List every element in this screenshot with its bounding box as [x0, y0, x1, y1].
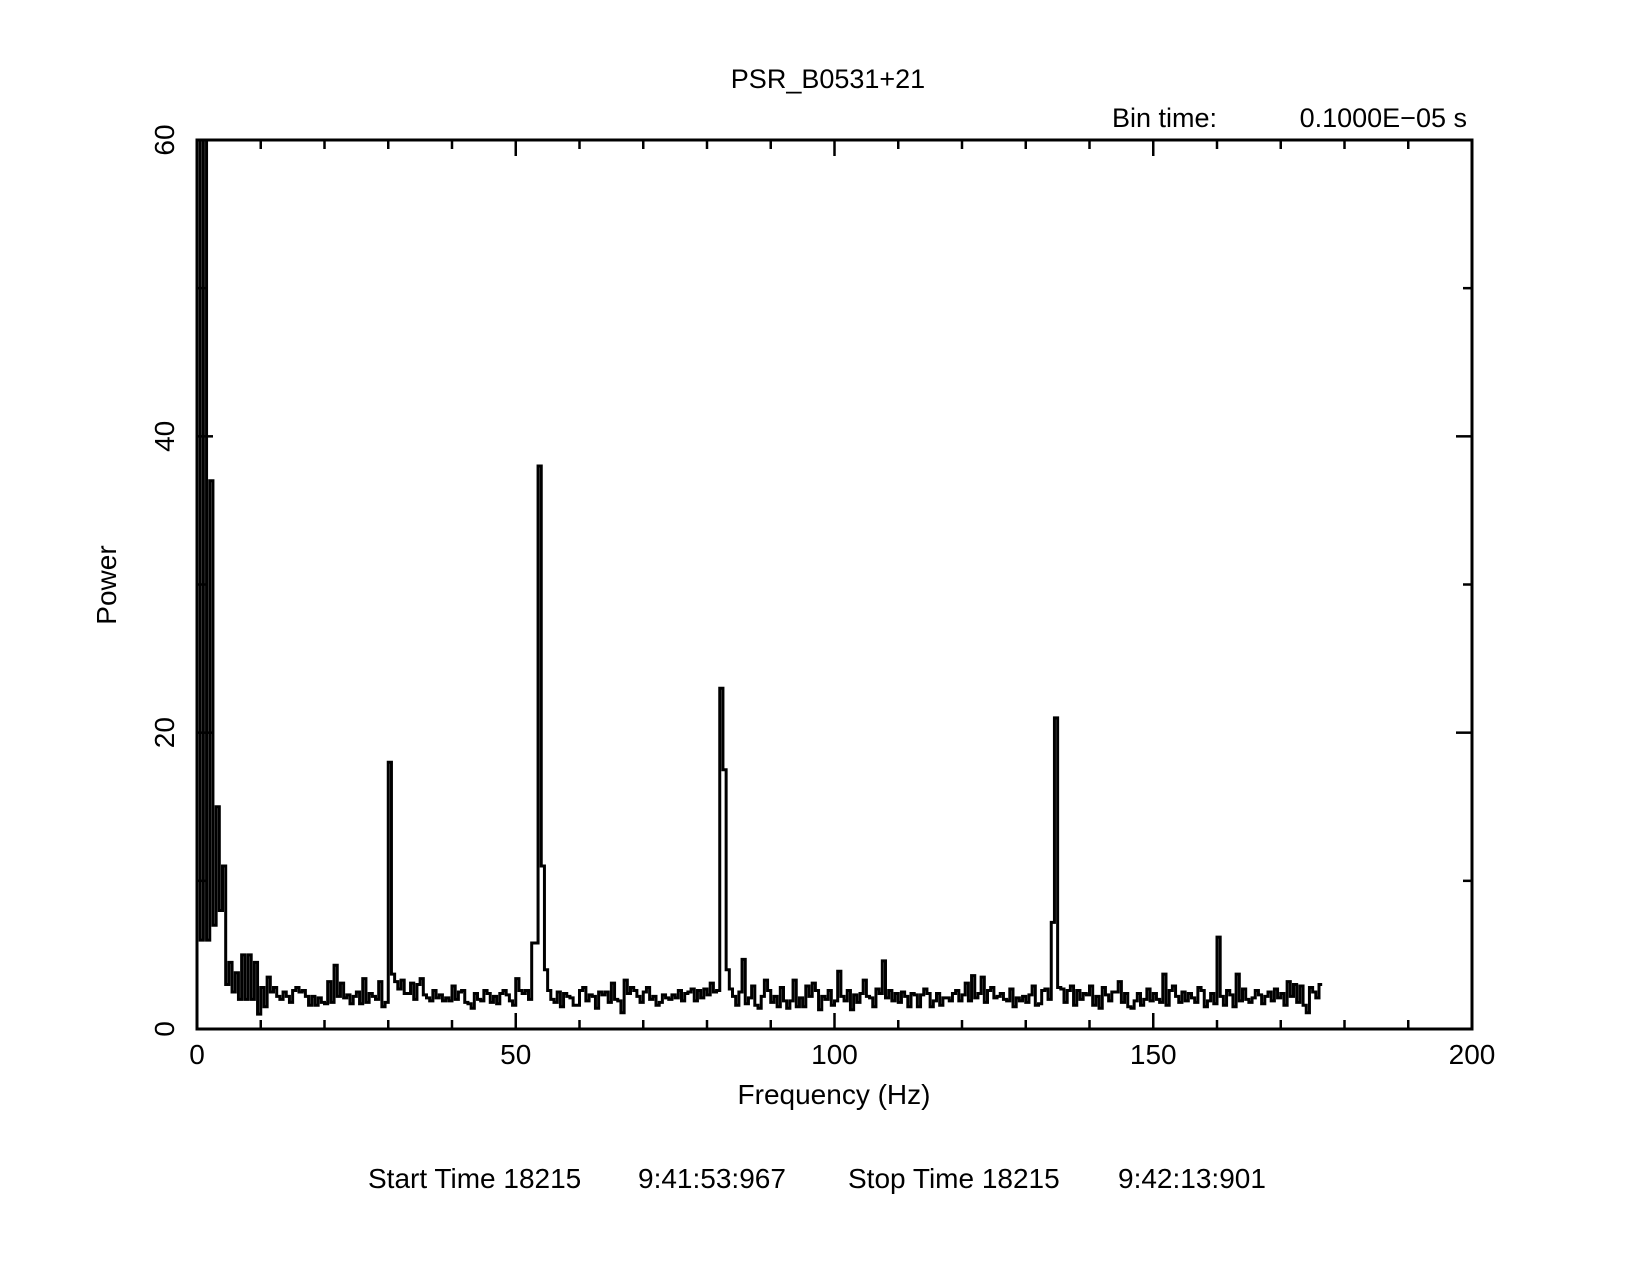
- bin-time-value: 0.1000E−05 s: [1300, 103, 1467, 133]
- stop-time-value: 9:42:13:901: [1118, 1163, 1266, 1194]
- bin-time-label: Bin time:: [1112, 103, 1217, 133]
- x-tick-label: 200: [1449, 1039, 1496, 1070]
- y-tick-label: 20: [149, 717, 180, 748]
- plot-frame: [195, 138, 1474, 1031]
- chart-title: PSR_B0531+21: [731, 64, 925, 94]
- y-axis-label: Power: [91, 545, 122, 624]
- x-tick-label: 150: [1130, 1039, 1177, 1070]
- y-tick-label: 40: [149, 421, 180, 452]
- x-tick-label: 0: [189, 1039, 205, 1070]
- start-time-value: 9:41:53:967: [638, 1163, 786, 1194]
- x-tick-label: 50: [500, 1039, 531, 1070]
- tick-labels: 0 50 100 150 200 0 20 40 60: [149, 124, 1495, 1070]
- start-time-label: Start Time 18215: [368, 1163, 581, 1194]
- y-tick-label: 0: [149, 1021, 180, 1037]
- x-axis-label: Frequency (Hz): [738, 1079, 931, 1110]
- x-tick-label: 100: [811, 1039, 858, 1070]
- y-tick-label: 60: [149, 124, 180, 155]
- stop-time-label: Stop Time 18215: [848, 1163, 1060, 1194]
- series-power-spectrum: [195, 138, 1323, 1029]
